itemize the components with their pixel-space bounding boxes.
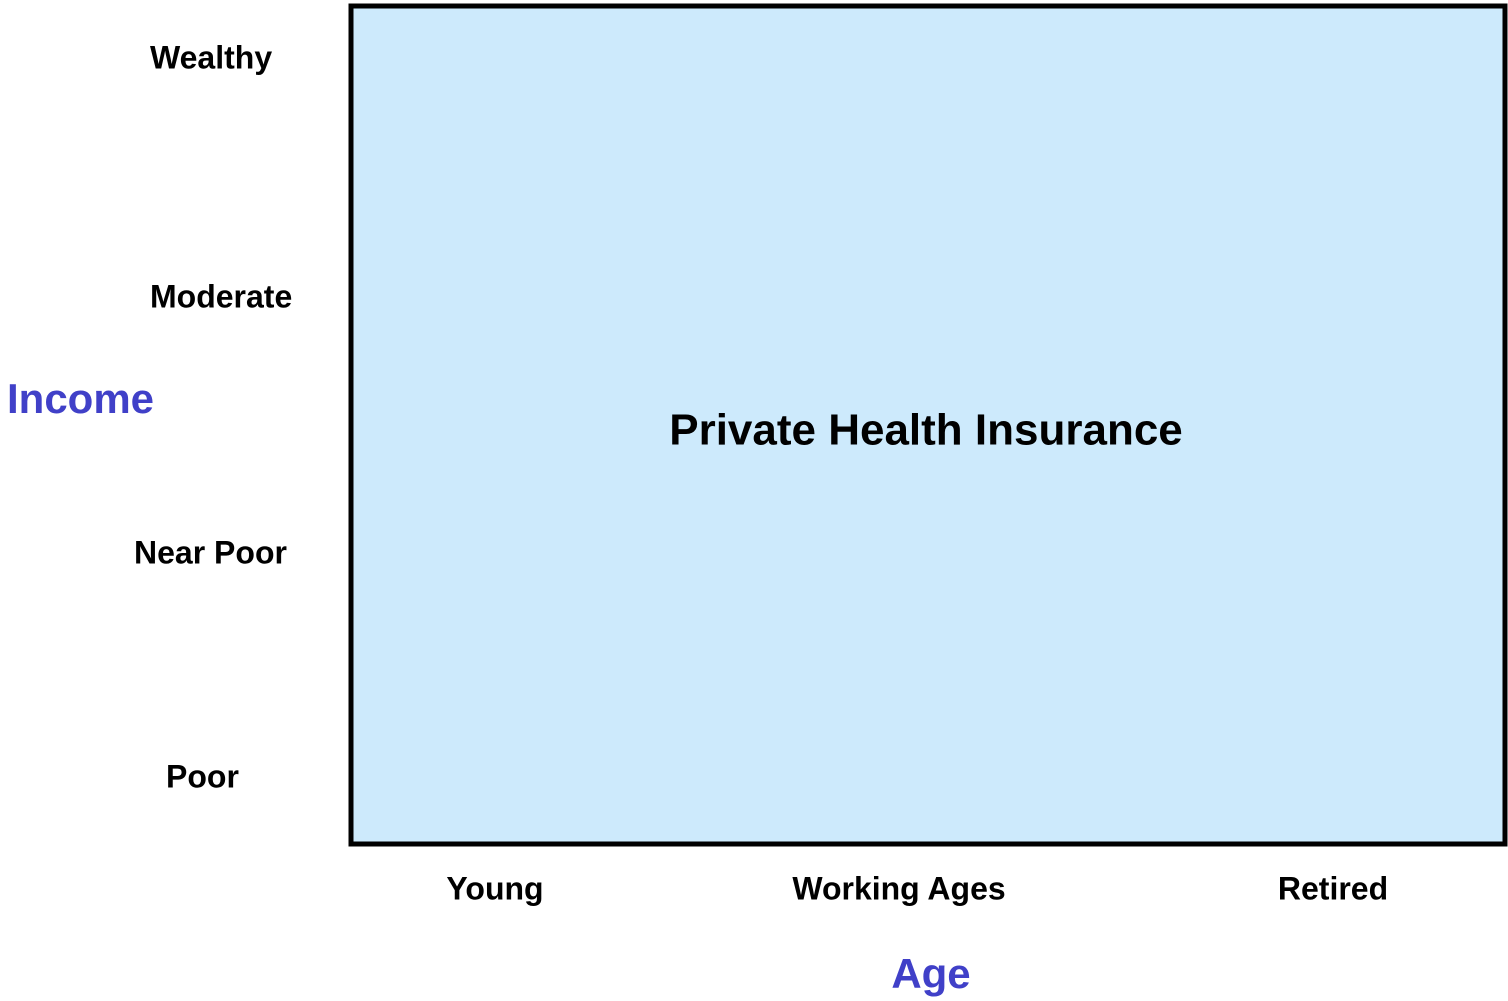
y-label: Moderate — [150, 278, 292, 314]
y-label: Wealthy — [150, 39, 272, 75]
region-label: Private Health Insurance — [669, 406, 1183, 455]
x-axis-title: Age — [891, 950, 970, 997]
y-label: Poor — [166, 758, 239, 794]
x-label: Young — [446, 870, 543, 906]
x-label: Working Ages — [792, 870, 1005, 906]
coverage-region — [348, 3, 1508, 847]
x-label: Retired — [1278, 870, 1388, 906]
y-label: Near Poor — [134, 534, 287, 570]
y-axis-title: Income — [7, 375, 154, 422]
